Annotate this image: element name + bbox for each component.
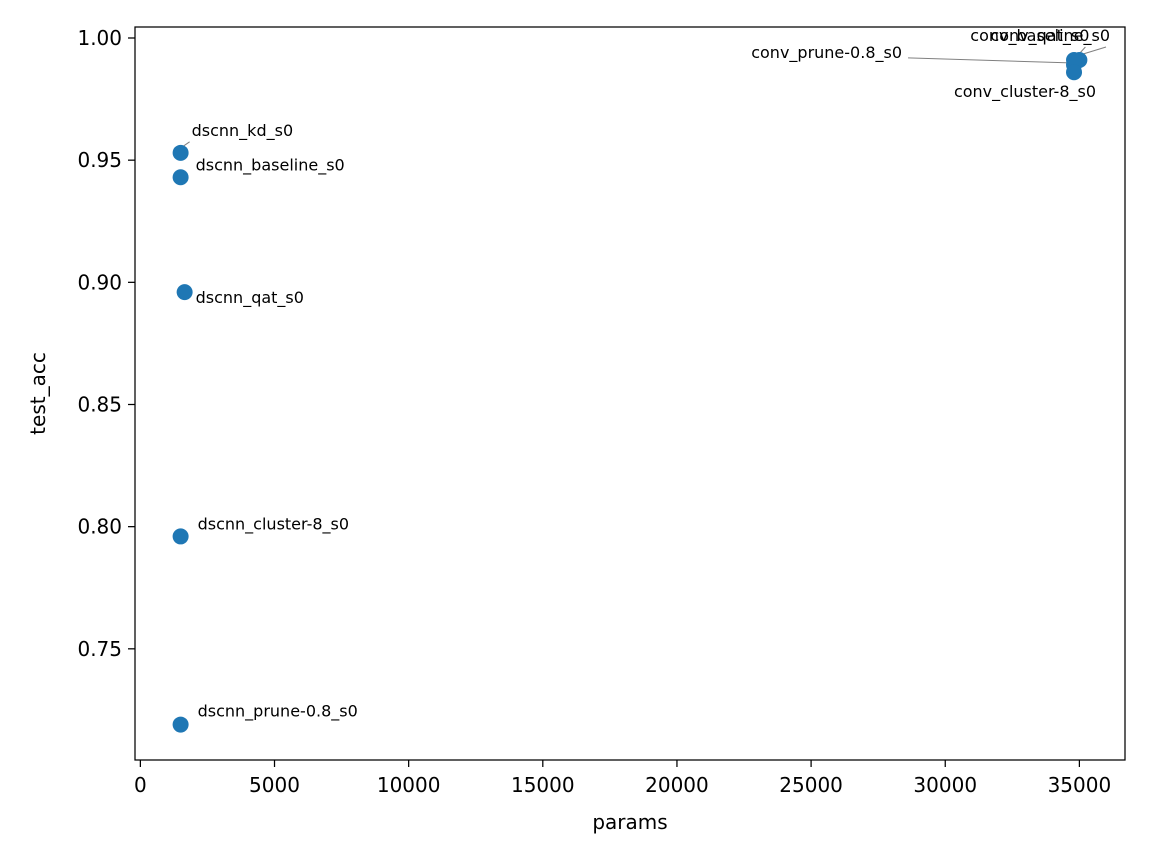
data-point (1066, 64, 1083, 81)
point-label: conv_prune-0.8_s0 (751, 43, 902, 63)
point-label: conv_baseline_s0 (970, 26, 1110, 46)
point-label: dscnn_baseline_s0 (196, 155, 345, 175)
data-point (172, 144, 189, 161)
y-tick-label: 0.90 (77, 270, 122, 294)
point-label: dscnn_kd_s0 (192, 121, 294, 141)
point-labels: dscnn_kd_s0 dscnn_baseline_s0 dscnn_qat_s0… (192, 26, 1110, 722)
label-leader-line (908, 57, 1071, 64)
plot-area (134, 26, 1126, 761)
y-axis: 0.75 0.80 0.85 0.90 0.95 1.00 (77, 26, 135, 661)
point-label: dscnn_prune-0.8_s0 (198, 702, 358, 722)
x-axis: 0 5000 10000 15000 20000 25000 30000 35000 (134, 760, 1111, 797)
x-tick-label: 35000 (1048, 773, 1112, 797)
y-tick-label: 0.75 (77, 637, 122, 661)
data-point (172, 716, 189, 733)
y-tick-label: 0.85 (77, 392, 122, 416)
x-tick-label: 30000 (913, 773, 977, 797)
point-label: dscnn_qat_s0 (196, 288, 304, 308)
y-tick-label: 1.00 (77, 26, 122, 50)
y-tick-label: 0.95 (77, 148, 122, 172)
x-tick-label: 0 (134, 773, 147, 797)
data-points (172, 51, 1088, 733)
x-tick-label: 25000 (779, 773, 843, 797)
data-point (172, 528, 189, 545)
x-tick-label: 15000 (511, 773, 575, 797)
data-point (176, 284, 193, 301)
x-tick-label: 5000 (249, 773, 300, 797)
point-label: conv_cluster-8_s0 (954, 82, 1096, 102)
x-tick-label: 10000 (377, 773, 441, 797)
x-axis-label: params (592, 810, 667, 834)
x-tick-label: 20000 (645, 773, 709, 797)
data-point (172, 169, 189, 186)
point-label: conv_qat_s0 (990, 26, 1089, 46)
y-tick-label: 0.80 (77, 515, 122, 539)
point-label: dscnn_cluster-8_s0 (198, 514, 349, 534)
y-axis-label: test_acc (26, 352, 50, 435)
